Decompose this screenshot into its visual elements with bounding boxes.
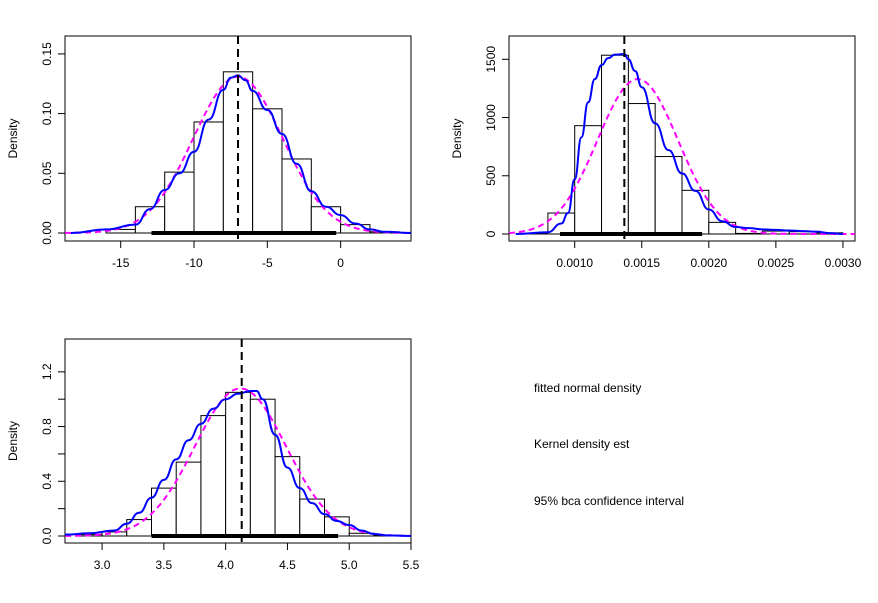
x-tick-label: 0.0025 (758, 256, 795, 270)
histogram-bar (274, 456, 301, 537)
legend-item-normal: fitted normal density (534, 381, 642, 395)
plot-frame (64, 338, 412, 544)
x-tick-label: -15 (112, 256, 130, 270)
histogram-bar (708, 221, 737, 235)
x-tick-label: 0 (337, 256, 344, 270)
y-tick-label: 0 (484, 230, 498, 237)
histogram-bar (281, 158, 312, 234)
histogram-bar (735, 232, 763, 235)
x-tick-label: 4.0 (217, 558, 234, 572)
x-tick-label: 3.0 (94, 558, 111, 572)
histogram-bar (627, 103, 656, 235)
histogram-bar (193, 121, 224, 234)
panel-2: 0.0010 0.0015 0.0020 0.0025 0.0030 0 500 1000 15… (450, 35, 862, 270)
kde-curve (515, 53, 843, 235)
y-tick-label: 500 (484, 165, 498, 185)
y-tick-label: 1000 (484, 104, 498, 131)
x-tick-label: 3.5 (156, 558, 173, 572)
x-tick-label: 0.0030 (825, 256, 862, 270)
y-tick-label: 1.2 (40, 363, 54, 380)
x-tick-label: 5.0 (341, 558, 358, 572)
x-tick-label: -10 (185, 256, 203, 270)
y-tick-label: 0.05 (40, 161, 54, 185)
y-tick-label: 1500 (484, 46, 498, 73)
y-tick-label: 0.0 (40, 527, 54, 544)
x-tick-label: 0.0015 (623, 256, 660, 270)
histogram-bar (164, 171, 195, 234)
histogram-bar (151, 487, 177, 537)
histogram-bar (249, 398, 276, 537)
panel-3: 3.0 3.5 4.0 4.5 5.0 5.5 0.0 0.4 0.8 1.2 Density (6, 338, 420, 572)
y-axis-label: Density (450, 118, 464, 158)
x-tick-label: -5 (262, 256, 273, 270)
legend-item-kde: Kernel density est (534, 437, 630, 451)
y-tick-label: 0.00 (40, 221, 54, 245)
x-tick-label: 0.0010 (556, 256, 593, 270)
y-tick-label: 0.4 (40, 473, 54, 490)
histogram-bar (225, 391, 251, 537)
kde-curve (70, 74, 412, 234)
kde-curve (64, 389, 412, 537)
y-tick-label: 0.8 (40, 418, 54, 435)
legend-item-ci: 95% bca confidence interval (534, 494, 685, 508)
normal-fit-curve (65, 387, 412, 537)
plot-frame (508, 35, 856, 242)
y-tick-label: 0.15 (40, 42, 54, 66)
x-tick-label: 0.0020 (690, 256, 727, 270)
histogram-bar (200, 415, 227, 537)
y-axis-label: Density (6, 118, 20, 158)
panel-1: -15 -10 -5 0 0.00 0.05 0.10 0.15 Density (6, 35, 412, 270)
y-axis-label: Density (6, 421, 20, 461)
x-tick-label: 5.5 (403, 558, 420, 572)
y-tick-label: 0.10 (40, 102, 54, 126)
x-tick-label: 4.5 (279, 558, 296, 572)
